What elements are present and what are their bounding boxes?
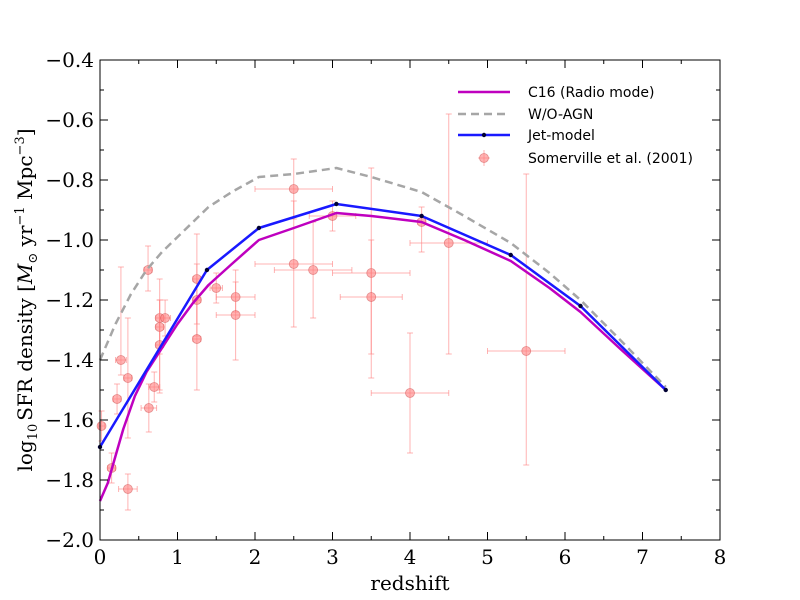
somerville-point-7 xyxy=(140,383,158,433)
series-line-jet-model xyxy=(98,202,667,448)
series-layer xyxy=(97,166,668,502)
somerville-point-25 xyxy=(370,332,450,454)
y-tick-label-5: −1.0 xyxy=(45,228,94,252)
somerville-point-12 xyxy=(159,299,172,337)
x-axis-label: redshift xyxy=(370,571,449,595)
somerville-marker-12 xyxy=(160,313,171,323)
somerville-point-0 xyxy=(96,410,107,442)
y-tick-label-3: −1.4 xyxy=(45,348,94,372)
somerville-marker-5 xyxy=(123,484,133,494)
y-tick-label-4: −1.2 xyxy=(45,288,94,312)
somerville-marker-21 xyxy=(308,265,319,275)
y-tick-label-2: −1.6 xyxy=(45,408,94,432)
x-tick-label-8: 8 xyxy=(714,545,727,569)
somerville-marker-28 xyxy=(521,346,532,356)
somerville-point-21 xyxy=(273,221,353,319)
y-label-yr: yr xyxy=(13,225,37,253)
x-tick-label-5: 5 xyxy=(481,545,494,569)
series-line-c16-radio-mode xyxy=(98,211,667,502)
somerville-point-28 xyxy=(487,173,566,466)
x-tick-label-7: 7 xyxy=(636,545,649,569)
somerville-marker-6 xyxy=(143,265,153,275)
y-label-log-sub: 10 xyxy=(26,424,41,441)
y-label-close: ] xyxy=(13,128,37,136)
somerville-marker-0 xyxy=(96,421,107,431)
legend-label-wo-agn: W/O-AGN xyxy=(528,107,593,123)
series-point-jet-model-5 xyxy=(508,252,513,258)
somerville-marker-2 xyxy=(112,394,122,404)
series-point-jet-model-4 xyxy=(419,213,424,219)
y-label-main: SFR density [ xyxy=(13,284,37,421)
series-point-jet-model-1 xyxy=(204,267,210,273)
y-label-mpc-sup: −3 xyxy=(13,136,28,155)
somerville-point-24 xyxy=(339,239,403,355)
x-tick-label-1: 1 xyxy=(171,545,184,569)
tick-layer xyxy=(99,59,721,541)
somerville-marker-25 xyxy=(405,388,415,398)
somerville-marker-27 xyxy=(443,238,454,248)
y-label-yr-sup: −1 xyxy=(13,206,28,225)
y-label-msun-sub: ⊙ xyxy=(26,253,41,264)
legend-label-c16: C16 (Radio mode) xyxy=(528,85,654,101)
somerville-point-5 xyxy=(118,473,138,511)
somerville-marker-20 xyxy=(288,259,299,269)
somerville-marker-7 xyxy=(143,403,154,413)
somerville-point-15 xyxy=(191,299,202,391)
x-tick-label-0: 0 xyxy=(94,545,107,569)
somerville-point-2 xyxy=(112,383,122,415)
y-label-msun: M xyxy=(13,263,37,285)
y-label-log: log xyxy=(13,440,37,471)
y-axis-label: log10 SFR density [M⊙ yr−1 Mpc−3] xyxy=(13,128,41,471)
somerville-point-26 xyxy=(416,206,427,253)
series-point-jet-model-3 xyxy=(334,201,339,207)
y-tick-label-0: −2.0 xyxy=(45,528,94,552)
tick-label-layer: 0 1 2 3 4 5 6 7 8 −2.0 −1.8 −1.6 −1.4 −1.2 −1.0 −0.8 −0.… xyxy=(45,48,726,569)
error-bar-layer xyxy=(96,113,566,511)
somerville-marker-18 xyxy=(230,310,241,320)
somerville-point-4 xyxy=(123,317,133,439)
legend-label-somerville: Somerville et al. (2001) xyxy=(528,151,693,167)
y-tick-label-8: −0.4 xyxy=(45,48,94,72)
y-tick-label-7: −0.6 xyxy=(45,108,94,132)
legend: C16 (Radio mode) W/O-AGN Jet-model Somer… xyxy=(458,85,693,167)
somerville-marker-16 xyxy=(211,283,222,293)
x-tick-label-4: 4 xyxy=(404,545,417,569)
y-label-mpc: Mpc xyxy=(13,155,37,206)
series-line-w-o-agn xyxy=(98,166,667,388)
somerville-marker-19 xyxy=(288,184,299,194)
somerville-point-6 xyxy=(143,245,153,292)
series-point-jet-model-7 xyxy=(663,387,668,393)
legend-label-jet: Jet-model xyxy=(527,128,595,144)
x-tick-label-6: 6 xyxy=(559,545,572,569)
somerville-marker-4 xyxy=(123,373,133,383)
legend-swatch-jet-dot xyxy=(481,132,487,138)
somerville-point-20 xyxy=(254,200,333,328)
somerville-point-18 xyxy=(215,269,256,361)
somerville-point-8 xyxy=(148,371,161,403)
y-tick-label-1: −1.8 xyxy=(45,468,94,492)
x-tick-label-2: 2 xyxy=(249,545,262,569)
somerville-point-3 xyxy=(115,266,127,376)
x-tick-label-3: 3 xyxy=(326,545,339,569)
series-point-jet-model-2 xyxy=(256,225,262,231)
y-tick-label-6: −0.8 xyxy=(45,168,94,192)
somerville-marker-24 xyxy=(366,292,377,302)
somerville-marker-3 xyxy=(116,355,126,365)
somerville-marker-15 xyxy=(191,334,202,344)
somerville-marker-8 xyxy=(149,382,160,392)
series-point-jet-model-6 xyxy=(578,303,583,309)
legend-swatch-somerville-dot xyxy=(479,153,489,163)
